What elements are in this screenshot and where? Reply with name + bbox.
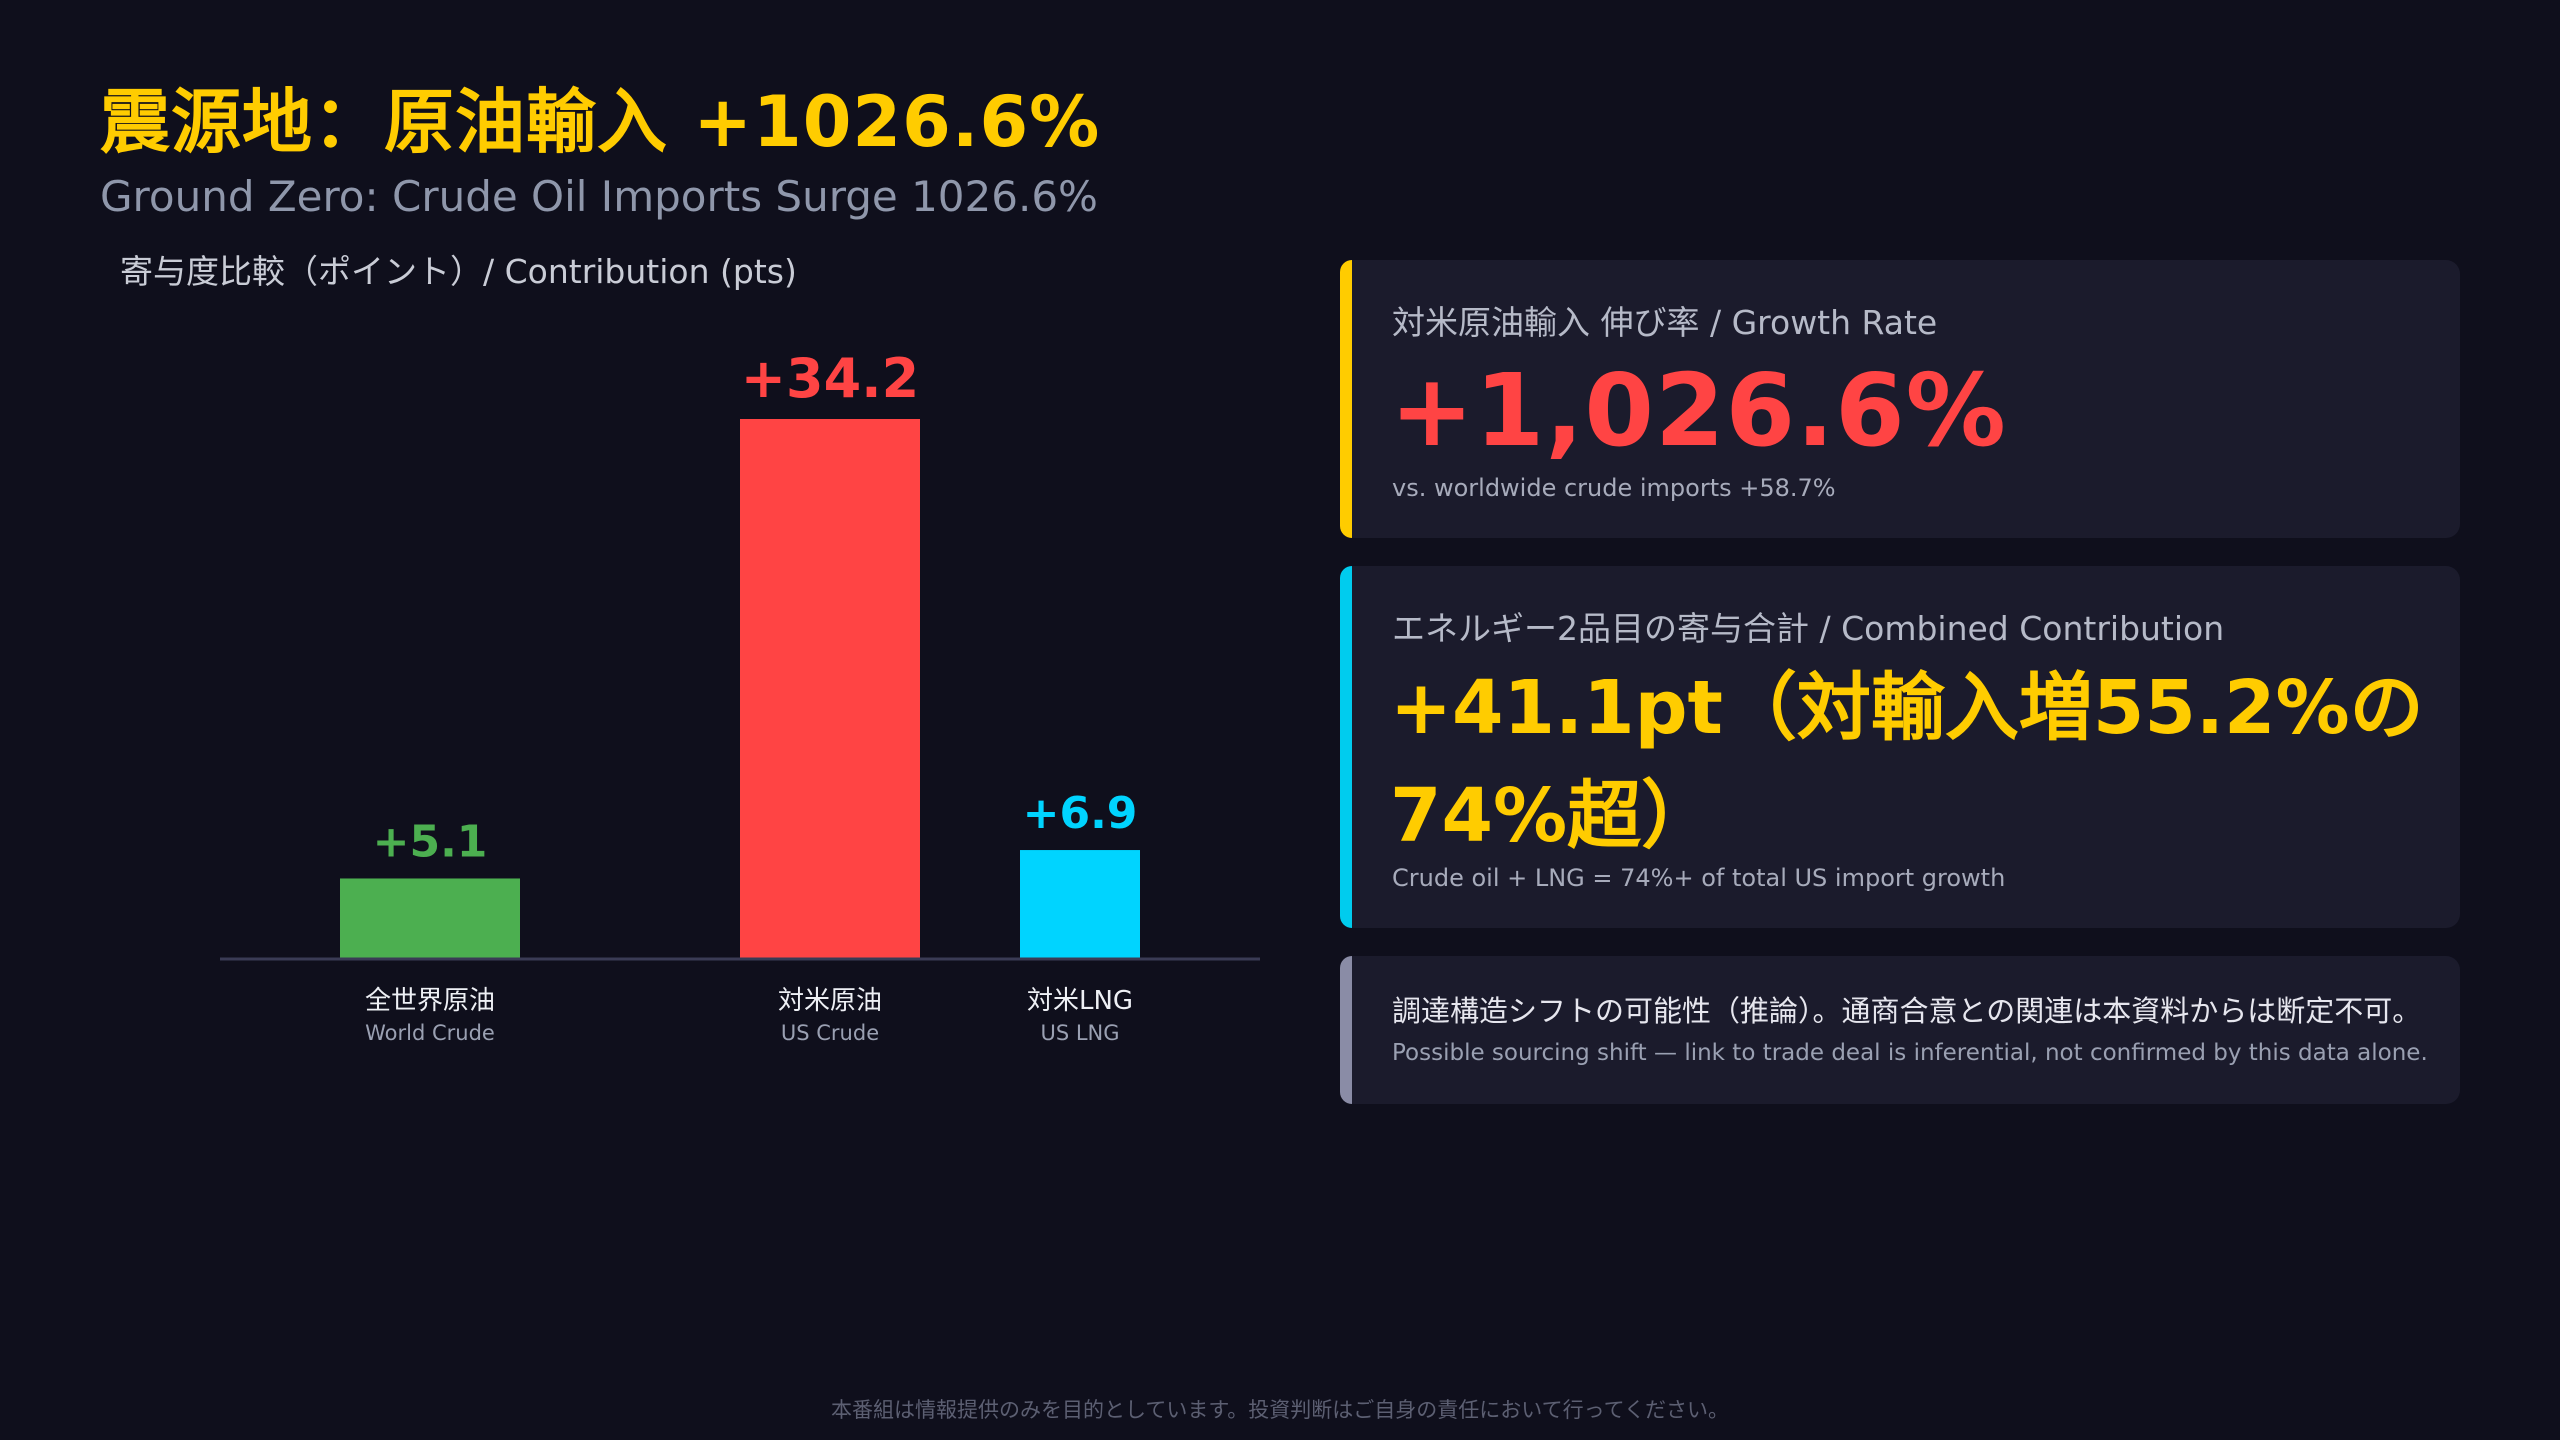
combined-contribution-value: +41.1pt（対輸入増55.2%の74%超） <box>1390 665 2424 859</box>
caveat-text-jp: 調達構造シフトの可能性（推論）。通商合意との関連は本資料からは断定不可。 <box>1392 994 2422 1028</box>
bar-world-crude <box>340 878 520 959</box>
combined-contribution-card: エネルギー2品目の寄与合計 / Combined Contribution +4… <box>1340 566 2460 928</box>
bar-us-lng <box>1020 850 1140 959</box>
category-label-en-us-crude: US Crude <box>781 1021 879 1045</box>
growth-rate-label: 対米原油輸入 伸び率 / Growth Rate <box>1392 303 1938 342</box>
bar-value-label-world-crude: +5.1 <box>373 816 488 867</box>
card-accent-bar <box>1340 956 1352 1104</box>
growth-rate-value: +1,026.6% <box>1390 352 2007 469</box>
category-label-en-us-lng: US LNG <box>1040 1021 1119 1045</box>
bar-value-label-us-crude: +34.2 <box>741 347 919 410</box>
category-label-jp-us-lng: 対米LNG <box>1027 986 1133 1016</box>
bars-layer: +5.1 全世界原油 World Crude +34.2 対米原油 US Crude +6.… <box>340 347 1140 1045</box>
combined-contribution-note: Crude oil + LNG = 74%+ of total US impor… <box>1392 864 2006 892</box>
contribution-bar-chart: +5.1 全世界原油 World Crude +34.2 対米原油 US Crude +6.… <box>220 347 1260 1045</box>
category-label-jp-world-crude: 全世界原油 <box>365 986 495 1016</box>
chart-title: 寄与度比較（ポイント）/ Contribution (pts) <box>120 252 797 291</box>
category-label-en-world-crude: World Crude <box>365 1021 495 1045</box>
caveat-card: 調達構造シフトの可能性（推論）。通商合意との関連は本資料からは断定不可。 Pos… <box>1340 956 2460 1104</box>
caveat-text-en: Possible sourcing shift — link to trade … <box>1392 1040 2428 1066</box>
category-label-jp-us-crude: 対米原油 <box>778 986 882 1016</box>
bar-value-label-us-lng: +6.9 <box>1023 788 1138 839</box>
growth-rate-note: vs. worldwide crude imports +58.7% <box>1392 474 1836 502</box>
growth-rate-card: 対米原油輸入 伸び率 / Growth Rate +1,026.6% vs. w… <box>1340 260 2460 538</box>
card-accent-bar <box>1340 260 1352 538</box>
card-accent-bar <box>1340 566 1352 928</box>
disclaimer: 本番組は情報提供のみを目的としています。投資判断はご自身の責任において行ってくだ… <box>831 1398 1729 1422</box>
combined-contribution-label: エネルギー2品目の寄与合計 / Combined Contribution <box>1392 609 2225 648</box>
page-title: 震源地：原油輸入 +1026.6% <box>100 81 1101 163</box>
page-subtitle: Ground Zero: Crude Oil Imports Surge 102… <box>100 172 1098 221</box>
bar-us-crude <box>740 419 920 959</box>
